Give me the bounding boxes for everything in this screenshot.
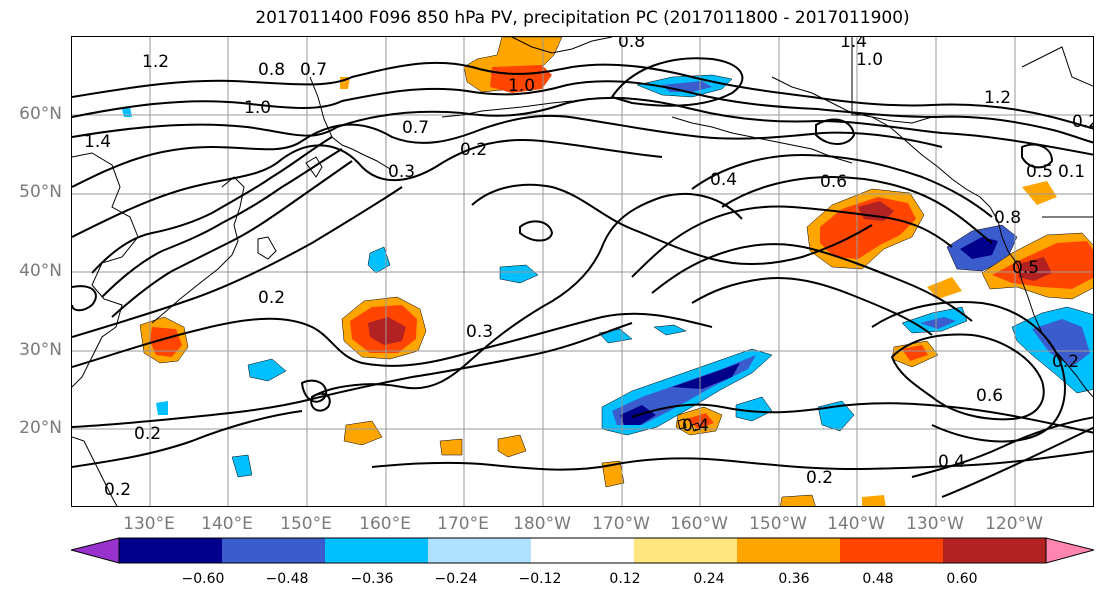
coastlines	[72, 37, 1093, 506]
lon-label-120w: 120°W	[985, 514, 1043, 534]
colorbar-extend-high	[1045, 537, 1094, 564]
pv-contours	[72, 57, 1093, 498]
map-title: 2017011400 F096 850 hPa PV, precipitatio…	[255, 8, 910, 28]
precip-negative-patch	[672, 363, 740, 389]
colorbar-segment	[325, 538, 429, 563]
colorbar-tick-label: −0.36	[350, 571, 394, 587]
colorbar-tick-label: 0.12	[609, 571, 641, 587]
lat-label-50n: 50°N	[19, 182, 62, 202]
contour-label: 1.0	[508, 76, 535, 96]
colorbar-segment	[119, 538, 223, 563]
precip-positive-patch	[862, 495, 886, 506]
colorbar-outline	[118, 537, 1047, 564]
precip-negative-patch	[960, 237, 998, 259]
colorbar-tick-label: 0.60	[946, 571, 978, 587]
colorbar-tick-label: 0.36	[778, 571, 810, 587]
contour-label: 0.8	[618, 37, 645, 52]
precip-negative-patch	[653, 324, 687, 336]
precip-positive-patch	[902, 345, 928, 361]
precip-positive-patch	[497, 434, 527, 458]
precip-positive-patch	[780, 494, 816, 506]
contour-label: 0.7	[402, 118, 429, 138]
lon-label-160e: 160°E	[359, 514, 411, 534]
contour-label: 0.3	[466, 322, 493, 342]
colorbar-segment	[737, 538, 841, 563]
precip-positive-patch	[150, 327, 182, 357]
colorbar-tick-label: −0.24	[434, 571, 478, 587]
contour-label: 0.5	[1012, 258, 1039, 278]
contour-label: 0.6	[976, 386, 1003, 406]
precip-negative-patch	[598, 328, 633, 344]
contour-label: 0.4	[682, 416, 709, 436]
contour-label: 0.2	[460, 140, 487, 160]
lon-label-130w: 130°W	[906, 514, 964, 534]
precip-shading	[122, 37, 1093, 506]
lon-label-150w: 150°W	[749, 514, 807, 534]
colorbar-tick-label: −0.60	[181, 571, 225, 587]
contour-label: 1.2	[142, 52, 169, 72]
lon-label-180w: 180°W	[513, 514, 571, 534]
contour-label: 0.2	[258, 288, 285, 308]
lon-label-160w: 160°W	[670, 514, 728, 534]
lat-label-60n: 60°N	[19, 104, 62, 124]
contour-label: 0.5	[1026, 162, 1053, 182]
precip-negative-patch	[499, 264, 539, 284]
precip-negative-patch	[231, 454, 253, 478]
lon-label-170w: 170°W	[592, 514, 650, 534]
lon-label-170e: 170°E	[437, 514, 489, 534]
colorbar-segment	[222, 538, 326, 563]
contour-label: 0.2	[1052, 352, 1079, 372]
contour-label: 0.8	[994, 208, 1021, 228]
contour-label: 1.4	[840, 37, 867, 52]
lat-label-40n: 40°N	[19, 261, 62, 281]
colorbar-tick-label: 0.24	[693, 571, 725, 587]
contour-label: 0.2	[1072, 112, 1094, 132]
precip-positive-patch	[1022, 181, 1057, 205]
lon-label-150e: 150°E	[280, 514, 332, 534]
precip-negative-patch	[367, 246, 391, 274]
colorbar-tick-label: 0.48	[862, 571, 894, 587]
map-panel: 1.2 0.8 0.7 1.0 1.4 0.7 0.3 0.2 1.0 0.8 …	[71, 36, 1094, 507]
lat-label-20n: 20°N	[19, 418, 62, 438]
contour-label: 1.0	[244, 98, 271, 118]
contour-label: 0.2	[134, 424, 161, 444]
precip-positive-patch	[368, 317, 406, 345]
colorbar	[71, 537, 1094, 564]
contour-label: 1.2	[984, 88, 1011, 108]
precip-positive-patch	[439, 438, 463, 456]
contour-label: 0.1	[1058, 162, 1085, 182]
precip-positive-patch	[343, 420, 383, 446]
precip-positive-patch	[601, 460, 625, 488]
graticule	[72, 37, 1093, 506]
colorbar-segment	[634, 538, 738, 563]
colorbar-segment	[840, 538, 944, 563]
precip-negative-patch	[1032, 319, 1090, 367]
precip-negative-patch	[735, 396, 773, 422]
precip-positive-patch	[1018, 257, 1052, 281]
lon-label-130e: 130°E	[123, 514, 175, 534]
contour-labels: 1.2 0.8 0.7 1.0 1.4 0.7 0.3 0.2 1.0 0.8 …	[84, 37, 1094, 500]
precip-negative-patch	[920, 317, 956, 329]
colorbar-tick-label: −0.48	[265, 571, 309, 587]
colorbar-extend-low	[71, 537, 120, 564]
contour-label: 0.6	[820, 172, 847, 192]
contour-label: 0.7	[300, 60, 327, 80]
contour-label: 1.0	[856, 50, 883, 70]
colorbar-segment	[943, 538, 1047, 563]
colorbar-segment	[531, 538, 635, 563]
colorbar-segment	[428, 538, 532, 563]
precip-negative-patch	[247, 358, 287, 382]
lon-label-140e: 140°E	[201, 514, 253, 534]
precip-negative-patch	[156, 401, 168, 415]
contour-label: 0.2	[104, 480, 131, 500]
contour-label: 0.3	[388, 162, 415, 182]
contour-label: 0.8	[258, 60, 285, 80]
contour-label: 1.4	[84, 132, 111, 152]
contour-label: 0.4	[938, 452, 965, 472]
lon-label-140w: 140°W	[827, 514, 885, 534]
contour-label: 0.2	[806, 468, 833, 488]
colorbar-tick-label: −0.12	[518, 571, 562, 587]
contour-label: 0.4	[710, 170, 737, 190]
lat-label-30n: 30°N	[19, 340, 62, 360]
